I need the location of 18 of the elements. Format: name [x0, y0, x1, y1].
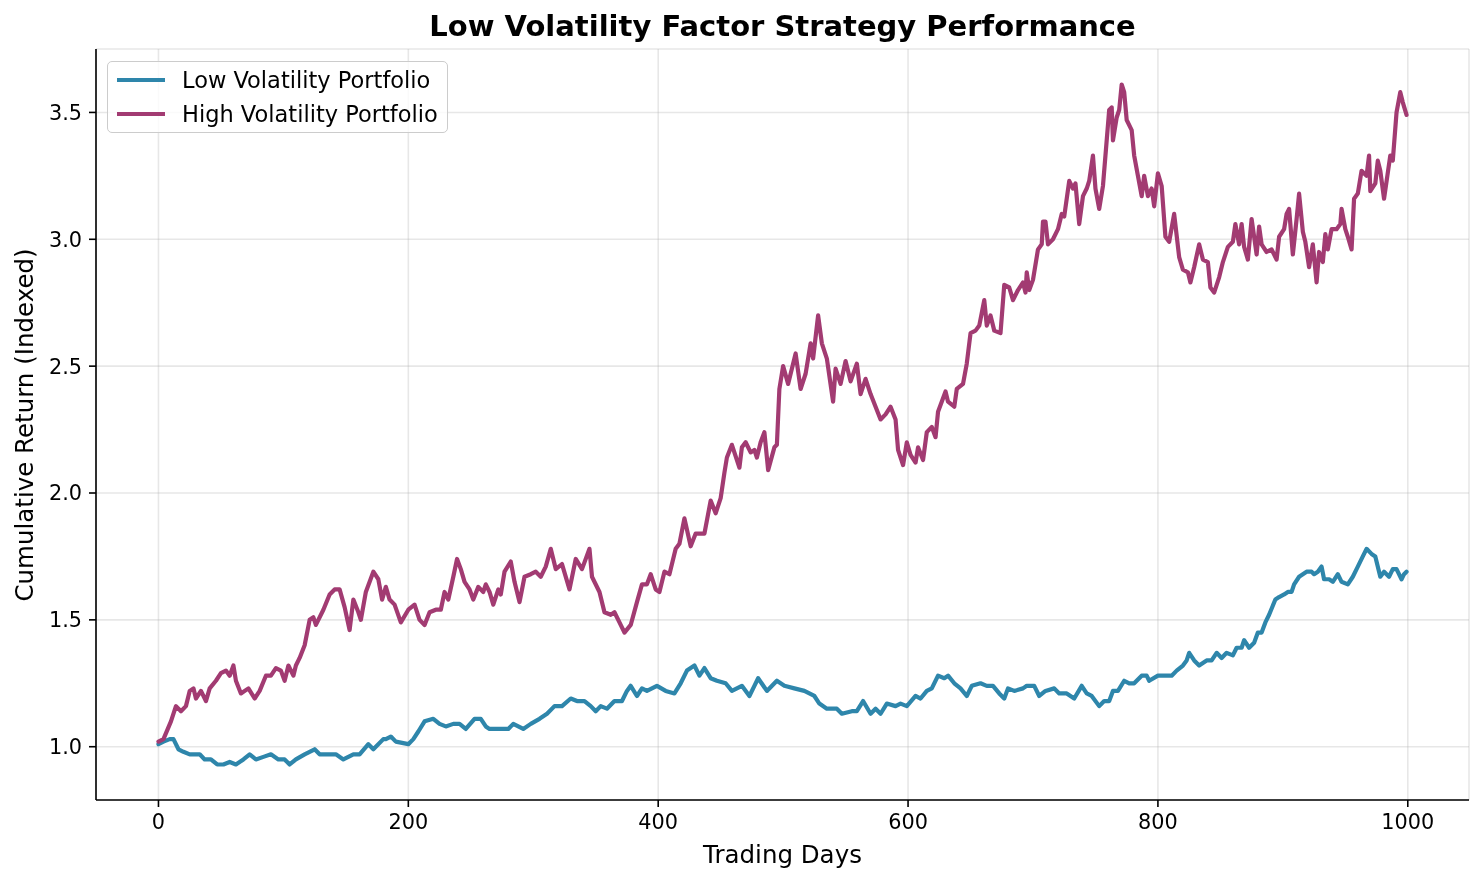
y-axis-title: Cumulative Return (Indexed) [9, 247, 39, 602]
x-axis-title: Trading Days [703, 840, 862, 869]
x-tick-label: 600 [888, 809, 928, 834]
legend-label: Low Volatility Portfolio [182, 67, 431, 93]
x-tick-label: 800 [1138, 809, 1178, 834]
legend-label: High Volatility Portfolio [182, 101, 438, 127]
y-tick-label: 1.0 [48, 735, 82, 760]
x-tick-label: 0 [151, 809, 166, 834]
x-tick-label: 200 [388, 809, 429, 834]
x-tick-label: 400 [638, 809, 679, 834]
chart-title: Low Volatility Factor Strategy Performance [429, 9, 1136, 43]
line-series [156, 546, 1409, 767]
x-tick-label: 1000 [1381, 809, 1435, 834]
y-tick-label: 1.5 [48, 608, 82, 633]
y-tick-label: 2.5 [48, 354, 82, 379]
y-tick-label: 3.5 [48, 100, 82, 125]
y-tick-label: 2.0 [48, 481, 82, 506]
y-tick-label: 3.0 [48, 227, 82, 252]
